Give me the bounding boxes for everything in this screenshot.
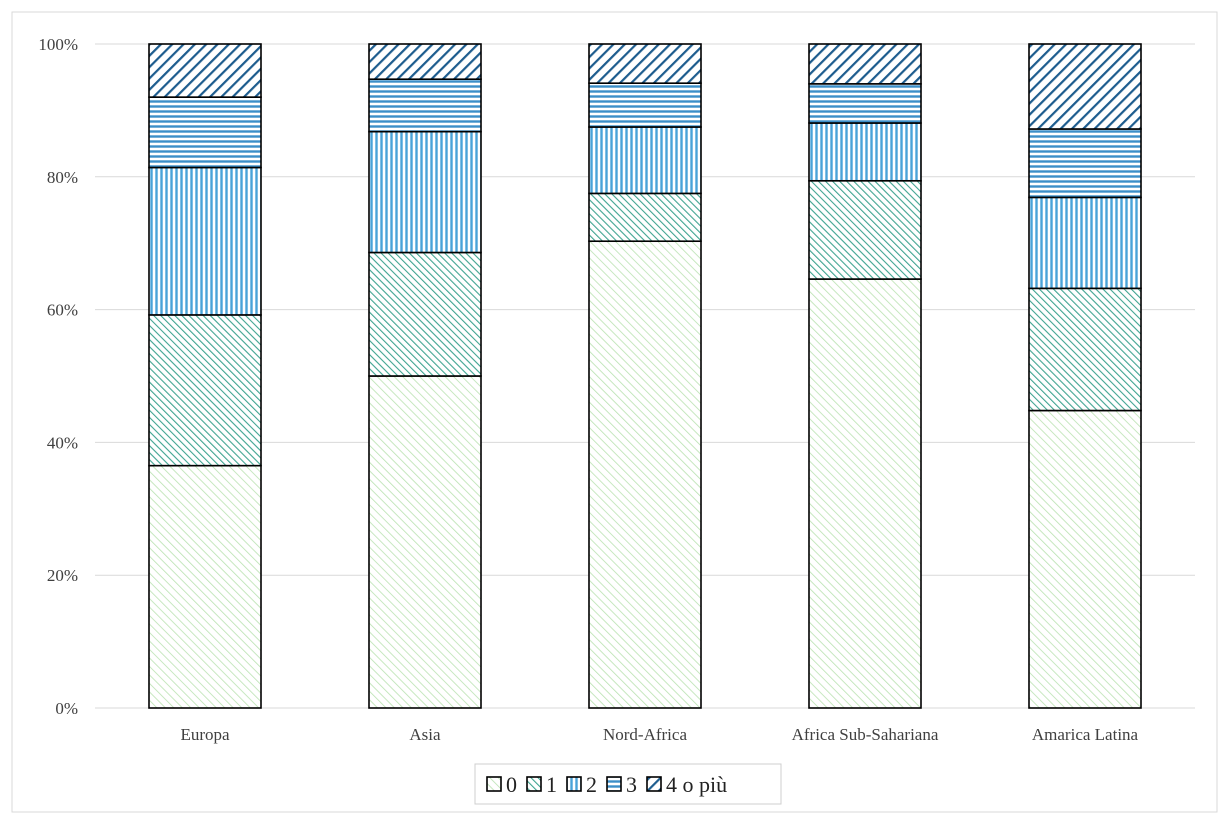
bar-stack-europa (148, 43, 262, 709)
bar-segment-amarica-latina-0 (1028, 409, 1142, 709)
bar-segment-europa-1 (148, 314, 262, 467)
y-tick-label-80: 80% (47, 168, 78, 187)
legend-box (474, 763, 782, 805)
bar-segment-asia-1 (368, 251, 482, 377)
bar-segment-asia-0 (368, 375, 482, 709)
bar-segment-nord-africa-2 (588, 126, 702, 195)
bar-segment-europa-3 (148, 96, 262, 169)
y-tick-label-100: 100% (38, 35, 78, 54)
bar-segment-africa-sub-sahariana-1 (808, 179, 922, 280)
x-axis-category-labels: Europa Asia Nord-Africa Africa Sub-Saharian… (180, 725, 1138, 744)
bar-segment-nord-africa-4-o-pi (588, 43, 702, 84)
bars (148, 43, 1142, 709)
bar-segment-africa-sub-sahariana-0 (808, 278, 922, 709)
legend-label-2: 2 (586, 772, 597, 797)
legend: 0 1 2 3 4 o più (474, 763, 782, 805)
x-category-label-asia: Asia (409, 725, 441, 744)
legend-swatch-4-o-pi (646, 776, 662, 792)
y-tick-label-20: 20% (47, 566, 78, 585)
gridlines (95, 43, 1195, 709)
bar-segment-asia-4-o-pi (368, 43, 482, 80)
y-tick-label-0: 0% (55, 699, 78, 718)
legend-swatch-1 (526, 776, 542, 792)
x-category-label-amarica-latina: Amarica Latina (1032, 725, 1139, 744)
bar-segment-nord-africa-0 (588, 240, 702, 709)
legend-label-0: 0 (506, 772, 517, 797)
bar-segment-africa-sub-sahariana-3 (808, 83, 922, 124)
legend-item-3: 3 (606, 772, 637, 797)
bar-stack-africa-sub-sahariana (808, 43, 922, 709)
legend-label-4-o-pi: 4 o più (666, 772, 727, 797)
bar-segment-asia-3 (368, 78, 482, 133)
bar-segment-nord-africa-3 (588, 82, 702, 128)
bar-segment-amarica-latina-2 (1028, 196, 1142, 290)
bar-stack-nord-africa (588, 43, 702, 709)
legend-item-0: 0 (486, 772, 517, 797)
bar-segment-europa-0 (148, 464, 262, 709)
legend-swatch-3 (606, 776, 622, 792)
bar-segment-europa-2 (148, 166, 262, 316)
legend-item-2: 2 (566, 772, 597, 797)
bar-segment-amarica-latina-3 (1028, 128, 1142, 199)
legend-label-1: 1 (546, 772, 557, 797)
bar-stack-amarica-latina (1028, 43, 1142, 709)
legend-swatch-2 (566, 776, 582, 792)
bar-segment-amarica-latina-4-o-pi (1028, 43, 1142, 130)
y-axis-tick-labels: 0% 20% 40% 60% 80% 100% (38, 35, 78, 718)
bar-segment-nord-africa-1 (588, 192, 702, 243)
chart-frame (11, 11, 1218, 813)
bar-segment-europa-4-o-pi (148, 43, 262, 98)
x-category-label-europa: Europa (180, 725, 230, 744)
x-category-label-nord-africa: Nord-Africa (603, 725, 687, 744)
y-tick-label-60: 60% (47, 301, 78, 320)
y-tick-label-40: 40% (47, 433, 78, 452)
x-category-label-africa-sub-sahariana: Africa Sub-Sahariana (792, 725, 939, 744)
legend-swatch-0 (486, 776, 502, 792)
bar-stack-asia (368, 43, 482, 709)
legend-item-1: 1 (526, 772, 557, 797)
legend-item-4-o-pi: 4 o più (646, 772, 727, 797)
bar-segment-africa-sub-sahariana-4-o-pi (808, 43, 922, 85)
legend-label-3: 3 (626, 772, 637, 797)
bar-segment-africa-sub-sahariana-2 (808, 122, 922, 182)
bar-segment-amarica-latina-1 (1028, 287, 1142, 412)
bar-segment-asia-2 (368, 130, 482, 254)
